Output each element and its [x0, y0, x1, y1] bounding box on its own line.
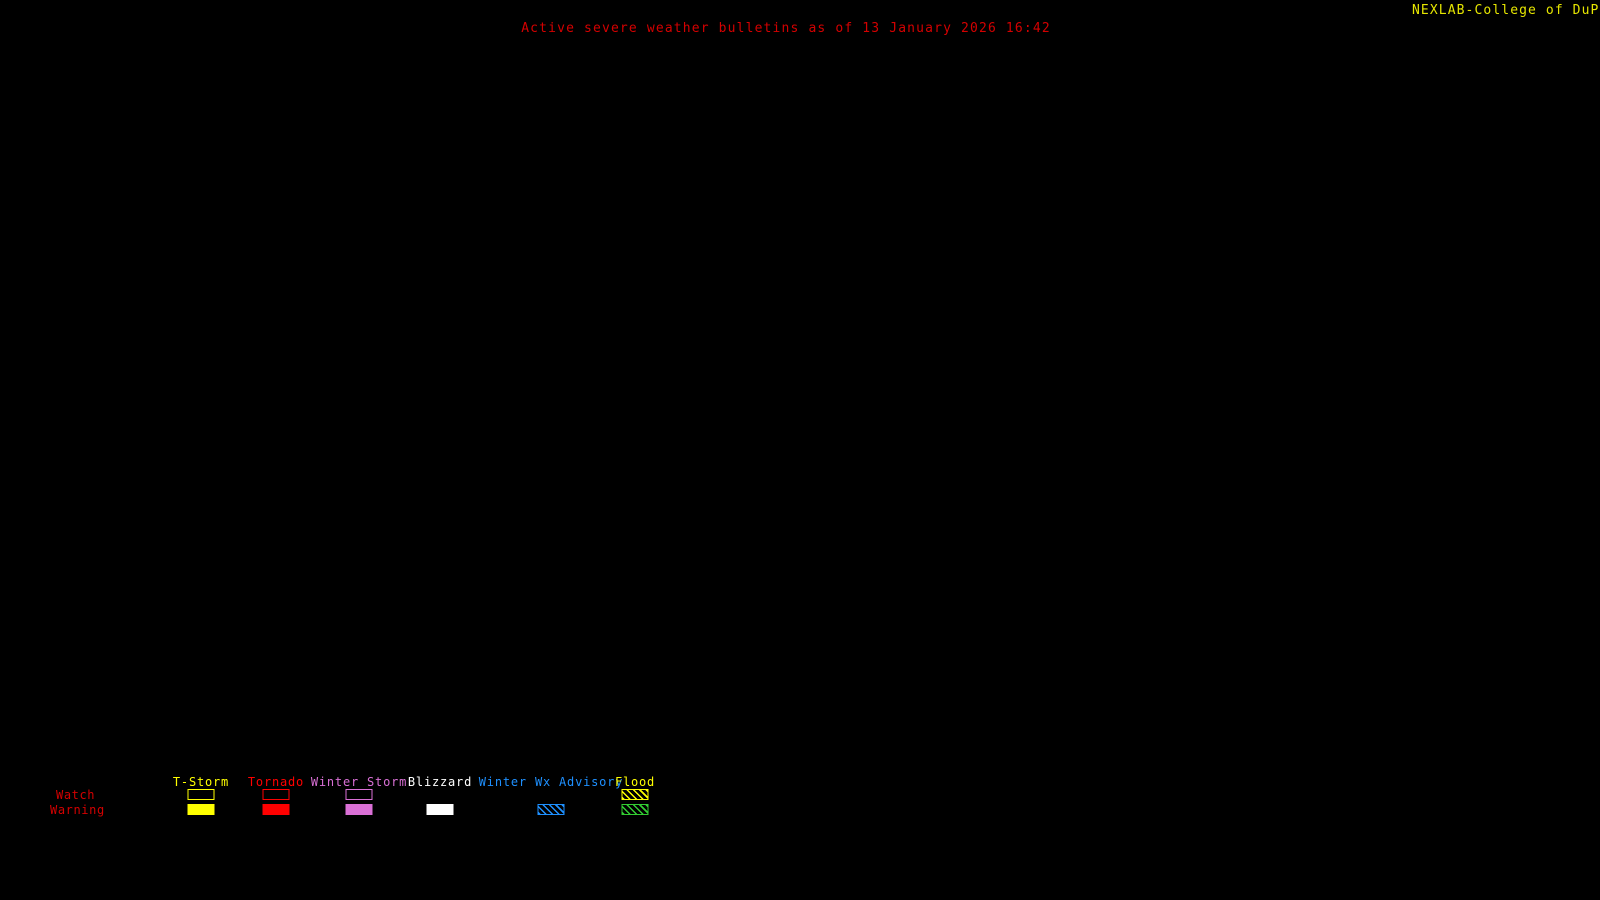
legend-swatch-watch: [621, 789, 649, 800]
legend-swatch-warning: [426, 804, 454, 815]
legend-column-title: Tornado: [247, 775, 305, 789]
weather-map-canvas[interactable]: [0, 44, 1600, 774]
legend-swatch-watch: [345, 789, 373, 800]
branding-watermark: NEXLAB-College of DuPage: [1412, 3, 1600, 18]
legend-swatch-warning: [345, 804, 373, 815]
legend-swatch-warning: [187, 804, 215, 815]
legend-swatch-warning: [537, 804, 565, 815]
legend-column-title: Winter Wx Advisory: [478, 775, 624, 789]
legend-swatch-watch: [262, 789, 290, 800]
legend-swatch-warning: [262, 804, 290, 815]
page-title: Active severe weather bulletins as of 13…: [521, 21, 1051, 36]
legend: Watch Warning T-Storm Tornado Winter Storm…: [50, 775, 654, 827]
legend-swatch-warning: [621, 804, 649, 815]
legend-column-title: Flood: [614, 775, 656, 789]
legend-row-label-warning: Warning: [50, 803, 105, 817]
legend-column-title: Blizzard: [407, 775, 473, 789]
legend-column-title: Winter Storm: [310, 775, 408, 789]
legend-swatch-watch: [187, 789, 215, 800]
legend-row-label-watch: Watch: [56, 788, 96, 802]
legend-column-title: T-Storm: [172, 775, 230, 789]
